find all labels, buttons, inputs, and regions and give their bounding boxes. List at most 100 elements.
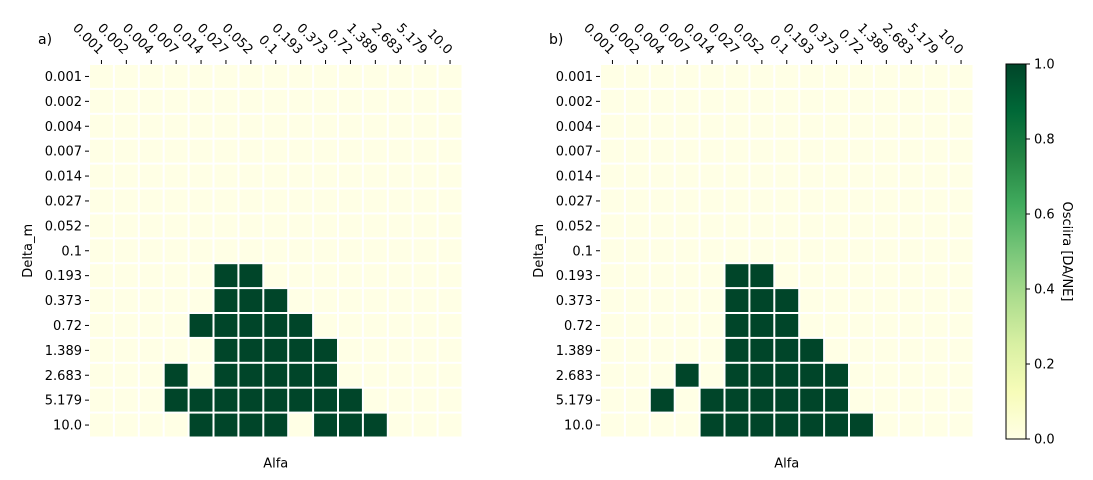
heatmap-cell	[874, 114, 898, 138]
heatmap-cell	[601, 338, 624, 362]
heatmap-cell	[675, 338, 699, 362]
y-tick-label: 0.027	[556, 194, 593, 209]
heatmap-cell	[750, 338, 774, 362]
heatmap-cell	[725, 314, 749, 337]
heatmap-cell	[850, 214, 873, 238]
colorbar: 0.0 0.2 0.4 0.6 0.8 1.0 Osciira [DA/NE]	[1005, 58, 1074, 448]
heatmap-cell	[289, 264, 313, 288]
heatmap-cell	[339, 114, 362, 138]
heatmap-cell	[239, 413, 263, 437]
heatmap-cell	[289, 363, 313, 387]
heatmap-cell	[700, 388, 724, 412]
heatmap-cell	[413, 139, 437, 163]
heatmap-cell	[874, 139, 898, 163]
heatmap-cell	[949, 189, 973, 213]
heatmap-cell	[90, 189, 113, 213]
heatmap-cell	[413, 264, 437, 288]
heatmap-cell	[825, 139, 848, 163]
heatmap-cell	[413, 189, 437, 213]
heatmap-cell	[438, 239, 462, 263]
heatmap-cell	[775, 264, 799, 288]
heatmap-cell	[214, 164, 238, 188]
colorbar-tick-label: 1.0	[1034, 58, 1055, 73]
y-tick-label: 0.014	[45, 170, 82, 185]
heatmap-cell	[314, 214, 337, 238]
heatmap-cell	[214, 214, 238, 238]
heatmap-cell	[339, 363, 362, 387]
heatmap-cell	[775, 363, 799, 387]
heatmap-cell	[625, 413, 649, 437]
y-axis-label: Delta_m	[21, 224, 36, 278]
heatmap-cell	[725, 114, 749, 138]
heatmap-cell	[363, 189, 387, 213]
heatmap-cell	[314, 164, 337, 188]
heatmap-cell	[750, 264, 774, 288]
panel-title: a)	[38, 32, 52, 48]
heatmap-cell	[601, 65, 624, 88]
heatmap-cell	[700, 89, 724, 113]
heatmap-cell	[750, 65, 774, 88]
heatmap-cell	[825, 65, 848, 88]
heatmap-cell	[874, 65, 898, 88]
heatmap-cell	[800, 139, 824, 163]
heatmap-cell	[725, 289, 749, 312]
heatmap-cell	[264, 388, 288, 412]
heatmap-cell	[139, 65, 163, 88]
heatmap-cell	[949, 89, 973, 113]
heatmap-cell	[625, 189, 649, 213]
heatmap-cell	[675, 388, 699, 412]
heatmap-cell	[363, 164, 387, 188]
heatmap-cell	[264, 239, 288, 263]
heatmap-cell	[775, 139, 799, 163]
heatmap-cell	[874, 388, 898, 412]
heatmap-cell	[700, 239, 724, 263]
heatmap-cell	[825, 413, 848, 437]
heatmap-cell	[949, 314, 973, 337]
heatmap-cell	[289, 164, 313, 188]
heatmap-cell	[214, 114, 238, 138]
y-tick-label: 10.0	[53, 419, 82, 434]
heatmap-cell	[750, 89, 774, 113]
heatmap-cell	[214, 65, 238, 88]
heatmap-cell	[675, 114, 699, 138]
colorbar-tick-label: 0.2	[1034, 358, 1055, 373]
heatmap-cell	[750, 164, 774, 188]
heatmap-cell	[438, 388, 462, 412]
heatmap-cell	[214, 363, 238, 387]
heatmap-cell	[775, 65, 799, 88]
panel-title: b)	[549, 32, 563, 48]
heatmap-cell	[139, 363, 163, 387]
heatmap-cell	[874, 89, 898, 113]
colorbar-tick-label: 0.6	[1034, 208, 1055, 223]
heatmap-cell	[363, 289, 387, 312]
heatmap-cell	[90, 89, 113, 113]
heatmap-cell	[239, 363, 263, 387]
y-tick-label: 2.683	[45, 369, 82, 384]
colorbar-tick-label: 0.8	[1034, 133, 1055, 148]
heatmap-cell	[314, 413, 337, 437]
heatmap-cell	[899, 338, 923, 362]
heatmap-cell	[700, 314, 724, 337]
y-tick-label: 0.004	[556, 120, 593, 135]
heatmap-cell	[924, 114, 948, 138]
heatmap-cell	[388, 314, 412, 337]
heatmap-cell	[339, 164, 362, 188]
heatmap-cell	[438, 314, 462, 337]
heatmap-cell	[850, 65, 873, 88]
heatmap-cell	[775, 314, 799, 337]
heatmap-cell	[214, 314, 238, 337]
heatmap-cell	[625, 214, 649, 238]
heatmap-panel-b: 0.001 0.002 0.004 0.007 0.014 0.027 0.052 0.1 0.…	[532, 21, 973, 472]
heatmap-cell	[239, 114, 263, 138]
heatmap-cell	[189, 214, 213, 238]
heatmap-cell	[90, 139, 113, 163]
heatmap-cell	[90, 164, 113, 188]
heatmap-cell	[289, 413, 313, 437]
heatmap-cell	[650, 264, 674, 288]
heatmap-cell	[850, 89, 873, 113]
heatmap-cell	[899, 363, 923, 387]
heatmap-cell	[850, 239, 873, 263]
heatmap-cell	[314, 239, 337, 263]
heatmap-cell	[874, 264, 898, 288]
heatmap-cell	[775, 189, 799, 213]
